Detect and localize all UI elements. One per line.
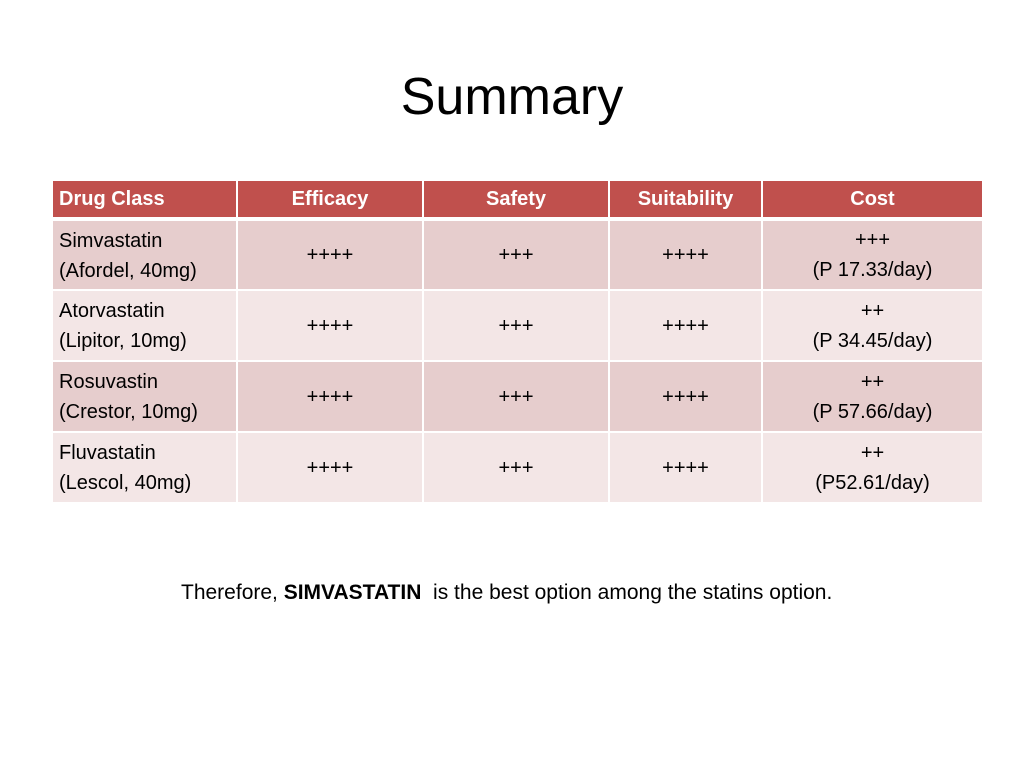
drug-detail: (Crestor, 10mg) xyxy=(59,401,198,423)
cost-rating: ++ xyxy=(860,441,885,464)
drug-cell: Rosuvastin (Crestor, 10mg) xyxy=(51,360,238,433)
cost-rating: +++ xyxy=(854,229,891,251)
conclusion-prefix: Therefore, xyxy=(181,581,284,604)
efficacy-cell: ++++ xyxy=(236,218,424,291)
drug-name: Simvastatin xyxy=(59,230,163,252)
conclusion-emphasis: SIMVASTATIN xyxy=(283,581,422,604)
suitability-cell: ++++ xyxy=(608,218,763,291)
table-row: Rosuvastin (Crestor, 10mg) ++++ +++ ++++… xyxy=(51,360,984,433)
header-safety: Safety xyxy=(422,179,610,221)
cost-cell: ++ (P 34.45/day) xyxy=(761,289,984,362)
drug-detail: (Afordel, 40mg) xyxy=(59,260,197,282)
suitability-cell: ++++ xyxy=(608,289,763,362)
header-suitability: Suitability xyxy=(608,179,763,221)
cost-rating: ++ xyxy=(860,299,885,322)
cost-cell: +++ (P 17.33/day) xyxy=(761,218,984,291)
efficacy-cell: ++++ xyxy=(236,360,424,433)
drug-detail: (Lescol, 40mg) xyxy=(59,472,192,494)
safety-cell: +++ xyxy=(422,360,610,433)
table-row: Atorvastatin (Lipitor, 10mg) ++++ +++ ++… xyxy=(51,289,984,362)
cost-rating: ++ xyxy=(860,370,885,393)
drug-name: Fluvastatin xyxy=(59,442,156,464)
cost-cell: ++ (P 57.66/day) xyxy=(761,360,984,433)
conclusion-text: Therefore, SIMVASTATIN is the best optio… xyxy=(181,578,832,608)
drug-cell: Fluvastatin (Lescol, 40mg) xyxy=(51,431,238,504)
header-drug-class: Drug Class xyxy=(51,179,238,221)
suitability-cell: ++++ xyxy=(608,360,763,433)
cost-price: (P52.61/day) xyxy=(815,471,930,494)
drug-name: Rosuvastin xyxy=(59,371,158,393)
drug-name: Atorvastatin xyxy=(59,300,165,322)
safety-cell: +++ xyxy=(422,289,610,362)
safety-cell: +++ xyxy=(422,431,610,504)
cost-price: (P 34.45/day) xyxy=(812,329,933,352)
drug-cell: Simvastatin (Afordel, 40mg) xyxy=(51,218,238,291)
cost-price: (P 17.33/day) xyxy=(812,259,933,281)
header-cost: Cost xyxy=(761,179,984,221)
cost-cell: ++ (P52.61/day) xyxy=(761,431,984,504)
table-row: Simvastatin (Afordel, 40mg) ++++ +++ +++… xyxy=(51,218,984,291)
suitability-cell: ++++ xyxy=(608,431,763,504)
safety-cell: +++ xyxy=(422,218,610,291)
drug-detail: (Lipitor, 10mg) xyxy=(59,330,187,352)
efficacy-cell: ++++ xyxy=(236,289,424,362)
table-row: Fluvastatin (Lescol, 40mg) ++++ +++ ++++… xyxy=(51,431,984,504)
conclusion-suffix: is the best option among the statins opt… xyxy=(421,581,833,604)
slide-title: Summary xyxy=(400,68,624,126)
table-header-row: Drug Class Efficacy Safety Suitability C… xyxy=(51,179,984,221)
cost-price: (P 57.66/day) xyxy=(812,400,933,423)
header-efficacy: Efficacy xyxy=(236,179,424,221)
drug-cell: Atorvastatin (Lipitor, 10mg) xyxy=(51,289,238,362)
efficacy-cell: ++++ xyxy=(236,431,424,504)
summary-table: Drug Class Efficacy Safety Suitability C… xyxy=(51,179,984,504)
